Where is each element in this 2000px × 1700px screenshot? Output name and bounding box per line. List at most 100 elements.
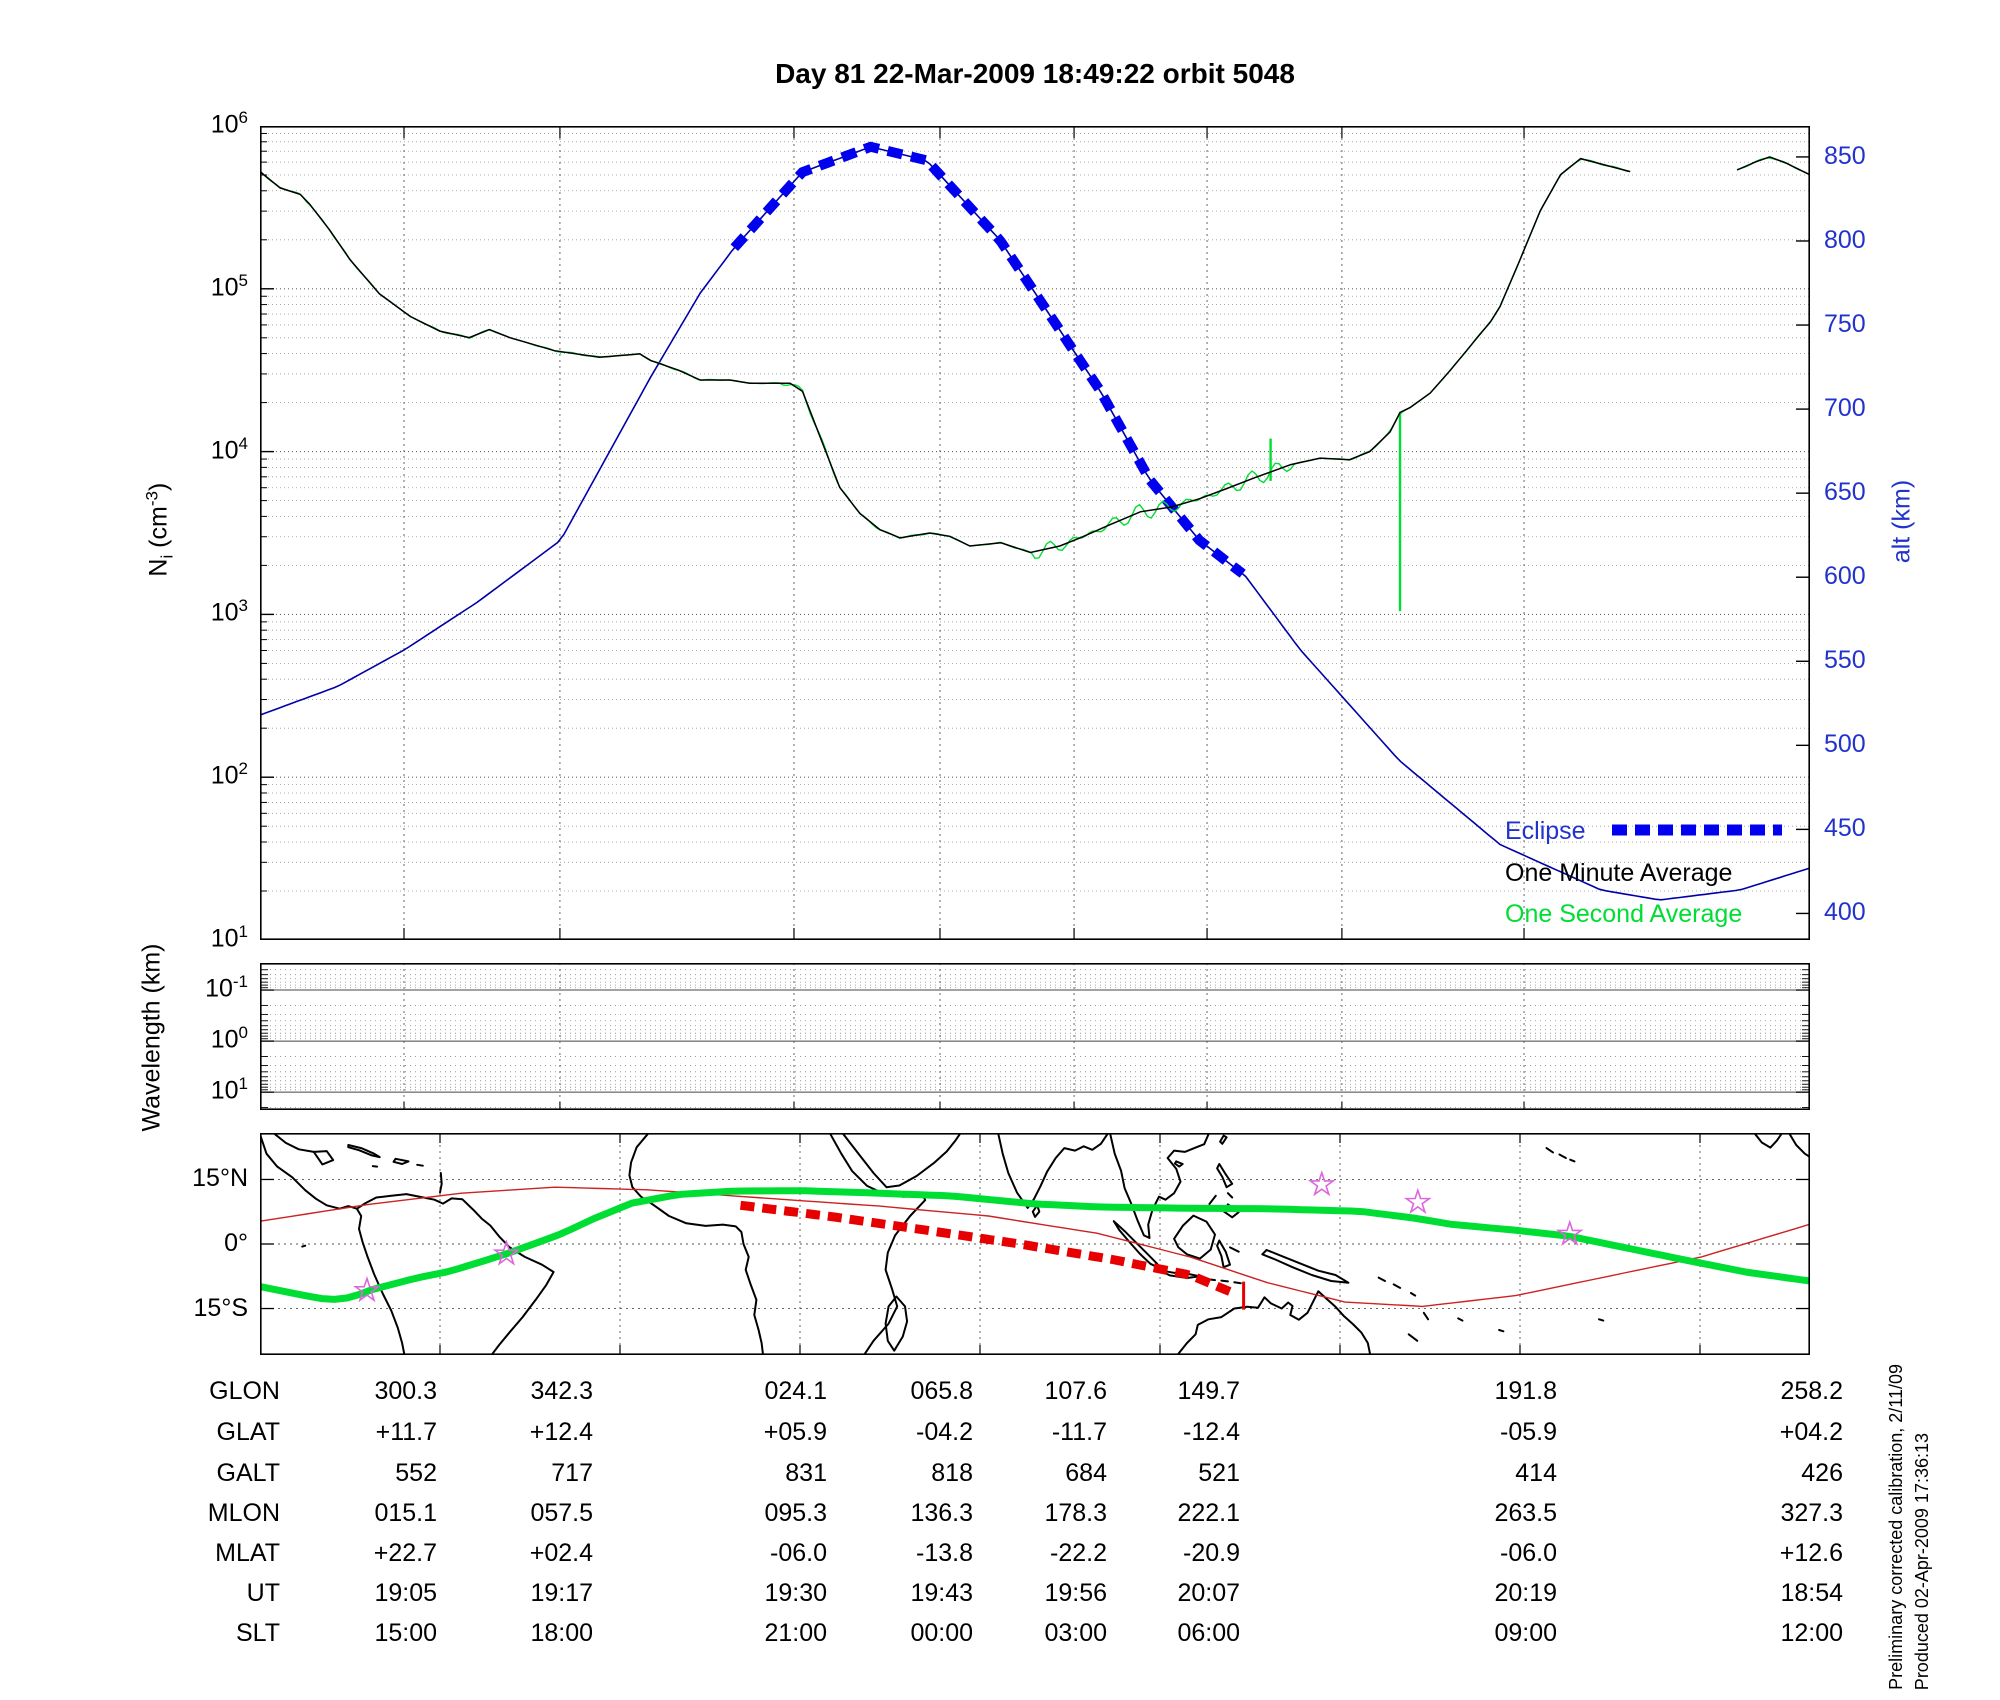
magnetic-equator [260,1186,1810,1308]
density-y-tick-label: 106 [210,108,248,139]
density-y-tick-label: 105 [210,270,248,302]
table-cell-GALT-6: 521 [1198,1459,1240,1487]
table-cell-MLAT-8: +12.6 [1779,1539,1843,1567]
coastline [1216,1239,1231,1269]
panel-border [260,1133,1810,1355]
table-cell-MLON-7: 263.5 [1494,1499,1557,1527]
alt-tick-label: 500 [1824,730,1866,759]
coastline [1173,1214,1216,1260]
lat-tick-label: 0° [224,1229,248,1257]
coastline [997,1133,1109,1209]
alt-tick-label: 550 [1824,646,1866,675]
density-altitude-chart: Eclipse One Minute Average One Second Aver… [260,126,1810,940]
table-cell-GALT-5: 684 [1065,1459,1107,1487]
eclipse-overlay [730,141,1246,578]
lat-tick-label: 15°S [193,1293,248,1322]
one-minute-curve [260,157,1631,554]
table-row-label-GALT: GALT [216,1459,280,1487]
table-cell-MLAT-3: -06.0 [770,1539,827,1567]
page-title: Day 81 22-Mar-2009 18:49:22 orbit 5048 [775,58,1295,89]
wavelength-y-tick-label: 100 [210,1023,248,1054]
table-cell-GLON-8: 258.2 [1780,1377,1843,1405]
alt-tick-label: 800 [1824,225,1866,254]
coastline [842,1133,961,1189]
coastline [312,1150,335,1166]
one-minute-curve [1736,156,1810,176]
table-cell-UT-5: 19:56 [1044,1579,1107,1607]
coastline [260,1133,406,1355]
one-second-curve [260,158,1629,560]
table-cell-GLON-5: 107.6 [1044,1377,1107,1405]
coastline [1177,1290,1371,1355]
coastline [1545,1147,1554,1154]
table-row-label-GLAT: GLAT [216,1418,280,1446]
table-cell-GALT-4: 818 [931,1459,973,1487]
table-cell-GALT-8: 426 [1801,1459,1843,1487]
coastline [1173,1160,1184,1168]
right-axis-label: alt (km) [1887,479,1916,564]
star-marker [353,1275,381,1303]
alt-tick-label: 600 [1824,562,1866,591]
table-row-label-MLAT: MLAT [215,1539,280,1567]
table-cell-MLON-8: 327.3 [1780,1499,1843,1527]
table-cell-MLAT-4: -13.8 [916,1539,973,1567]
table-cell-UT-3: 19:30 [764,1579,827,1607]
coastline [392,1157,410,1165]
legend-label-1: Eclipse [1505,817,1586,845]
table-cell-SLT-5: 03:00 [1044,1619,1107,1647]
table-cell-MLON-6: 222.1 [1177,1499,1240,1527]
panel-border [260,126,1810,940]
corner-note-1: Preliminary corrected calibration, 2/11/… [1886,1364,1906,1690]
table-cell-GLON-1: 300.3 [374,1377,437,1405]
table-row-label-SLT: SLT [236,1619,280,1647]
table-cell-UT-6: 20:07 [1177,1579,1240,1607]
table-cell-GLAT-7: -05.9 [1500,1418,1557,1446]
table-cell-GLAT-1: +11.7 [375,1418,437,1446]
wavelength-y-tick-label: 10-1 [205,972,248,1003]
legend-label-3: One Second Average [1505,900,1742,928]
coastline [416,1163,424,1167]
coastline [1208,1194,1217,1205]
coastline [1409,1292,1417,1297]
alt-tick-label: 400 [1824,898,1866,927]
table-cell-SLT-8: 12:00 [1780,1619,1843,1647]
eclipse-ground-track [739,1200,1236,1298]
coastline [347,1144,381,1159]
coastline [1392,1283,1402,1289]
table-cell-GALT-2: 717 [551,1459,593,1487]
coastline [884,1295,909,1352]
ground-track-map [260,1133,1810,1355]
table-cell-GLON-4: 065.8 [910,1377,973,1405]
density-y-tick-label: 101 [210,922,248,953]
table-cell-SLT-7: 09:00 [1494,1619,1557,1647]
density-y-tick-label: 104 [210,433,248,464]
table-cell-GLAT-8: +04.2 [1779,1418,1843,1446]
star-marker [1403,1187,1432,1215]
table-cell-MLAT-7: -06.0 [1500,1539,1557,1567]
table-cell-UT-4: 19:43 [910,1579,973,1607]
table-cell-MLON-4: 136.3 [910,1499,973,1527]
wavelength-chart [260,963,1810,1110]
coastline [1226,1192,1234,1199]
table-cell-GALT-7: 414 [1515,1459,1557,1487]
coastline [1219,1134,1228,1145]
table-cell-SLT-4: 00:00 [910,1619,973,1647]
table-cell-MLON-3: 095.3 [764,1499,827,1527]
table-cell-SLT-2: 18:00 [530,1619,593,1647]
table-cell-MLAT-5: -22.2 [1050,1539,1107,1567]
coastline [274,1133,315,1153]
coastline [439,1172,443,1194]
table-cell-UT-8: 18:54 [1780,1579,1843,1607]
star-marker [1307,1170,1336,1197]
coastline [1498,1329,1505,1333]
table-cell-UT-2: 19:17 [530,1579,593,1607]
coastline [1788,1133,1810,1159]
coastline [1109,1133,1210,1239]
alt-tick-label: 450 [1824,814,1866,843]
table-row-label-UT: UT [246,1579,280,1607]
legend-label-2: One Minute Average [1505,859,1732,887]
table-cell-GLAT-2: +12.4 [529,1418,593,1446]
coastline [628,1133,764,1355]
coastline [301,1244,307,1248]
table-cell-UT-7: 20:19 [1494,1579,1557,1607]
